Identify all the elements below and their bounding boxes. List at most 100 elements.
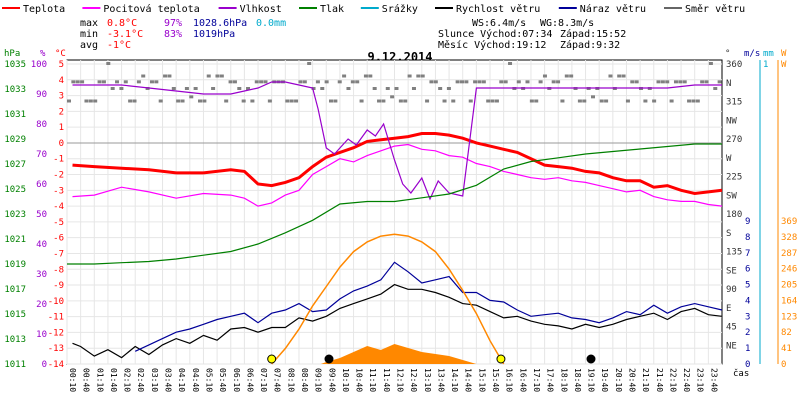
ms-tick-label: 1 <box>745 344 750 354</box>
w-top-label: W <box>781 60 787 70</box>
wind-direction-mark <box>237 87 242 90</box>
wind-direction-mark <box>503 80 508 84</box>
pct-axis-label: % <box>40 49 46 59</box>
solar-area <box>320 344 477 364</box>
x-tick-label: 20:40 <box>627 368 636 392</box>
wind-direction-mark <box>682 80 687 84</box>
wind-direction-mark <box>700 80 705 84</box>
wind-direction-mark <box>442 99 447 103</box>
wind-direction-mark <box>184 87 189 90</box>
wind-direction-mark <box>302 80 307 84</box>
pct-tick-label: 60 <box>36 180 47 190</box>
wind-direction-mark <box>617 74 622 78</box>
ms-tick-label: 5 <box>745 281 750 291</box>
pct-tick-label: 10 <box>36 330 47 340</box>
x-tick-label: 15:10 <box>477 368 486 392</box>
direction-tick-label: SE <box>726 266 737 276</box>
wind-direction-mark <box>346 87 351 90</box>
x-tick-label: 02:10 <box>123 368 132 392</box>
stat-temp: -3.1°C <box>107 29 143 40</box>
wind-direction-mark <box>691 99 696 103</box>
wind-direction-mark <box>145 87 150 90</box>
legend-label: Tlak <box>320 4 344 15</box>
x-tick-label: 09:40 <box>327 368 336 392</box>
wind-direction-mark <box>128 99 133 103</box>
hpa-tick-label: 1015 <box>4 310 26 320</box>
wind-direction-mark <box>198 99 202 103</box>
wind-direction-mark <box>673 80 678 84</box>
wind-direction-mark <box>224 99 229 103</box>
stat-rain: 0.0mm <box>256 18 286 29</box>
wind-direction-mark <box>75 80 80 84</box>
wind-direction-mark <box>320 87 325 90</box>
wind-direction-mark <box>468 99 473 103</box>
wind-direction-mark <box>84 99 89 103</box>
hpa-tick-label: 1029 <box>4 135 26 145</box>
wind-direction-mark <box>110 87 115 90</box>
wind-direction-mark <box>451 99 456 103</box>
wind-direction-mark <box>119 87 124 90</box>
wind-direction-mark <box>630 80 635 84</box>
ms-tick-label: 4 <box>745 296 750 306</box>
wind-direction-mark <box>625 99 630 103</box>
plot-area <box>66 59 723 365</box>
pct-tick-label: 30 <box>36 270 47 280</box>
hpa-tick-label: 1025 <box>4 185 26 195</box>
wind-direction-mark <box>329 99 333 103</box>
legend-label: Rychlost větru <box>456 3 540 15</box>
wind-direction-mark <box>608 74 613 78</box>
wind-direction-mark <box>669 99 674 103</box>
stat-label: avg <box>80 40 98 51</box>
direction-tick-label: NE <box>726 341 737 351</box>
wind-direction-mark <box>232 80 237 84</box>
wind-direction-mark <box>115 80 120 84</box>
w-tick-label: 0 <box>781 360 786 370</box>
wind-direction-mark <box>687 99 692 103</box>
w-tick-label: 328 <box>781 233 797 243</box>
wind-direction-mark <box>180 99 185 103</box>
wind-direction-mark <box>311 87 316 90</box>
hpa-tick-label: 1011 <box>4 360 26 370</box>
ms-tick-label: 7 <box>745 249 750 259</box>
wind-direction-mark <box>411 87 416 90</box>
series-line-tlak <box>67 143 722 265</box>
temp-tick-label: -6 <box>53 234 64 244</box>
direction-tick-label: E <box>726 304 731 314</box>
wind-direction-mark <box>516 80 521 84</box>
wind-direction-mark <box>315 80 320 84</box>
wind-direction-mark <box>97 80 102 84</box>
wind-direction-mark <box>289 99 294 103</box>
hpa-tick-label: 1023 <box>4 210 26 220</box>
legend-label: Směr větru <box>685 3 745 15</box>
ms-tick-label: 6 <box>745 265 750 275</box>
temp-tick-label: 5 <box>59 60 64 70</box>
x-tick-label: 23:10 <box>696 368 705 392</box>
wind-direction-mark <box>193 87 198 90</box>
wind-direction-mark <box>88 99 93 103</box>
x-tick-label: 04:40 <box>191 368 200 392</box>
wind-direction-mark <box>136 80 141 84</box>
temp-tick-label: 0 <box>59 139 64 149</box>
temp-tick-label: 2 <box>59 107 64 117</box>
info-ws: WS:6.4m/s <box>472 18 526 29</box>
wind-direction-mark <box>206 74 211 78</box>
wind-direction-mark <box>390 95 395 99</box>
wind-direction-mark <box>337 80 342 84</box>
x-tick-label: 16:40 <box>518 368 527 392</box>
x-tick-label: 22:40 <box>682 368 691 392</box>
x-tick-label: 07:10 <box>259 368 268 392</box>
direction-tick-label: 270 <box>726 135 742 145</box>
wind-direction-mark <box>219 74 224 78</box>
w-tick-label: 369 <box>781 217 797 227</box>
stat-label: min <box>80 29 98 40</box>
wind-direction-mark <box>425 99 430 103</box>
hpa-tick-label: 1035 <box>4 60 26 70</box>
axes: 1035103310311029102710251023102110191017… <box>4 49 797 392</box>
wind-direction-mark <box>267 99 272 103</box>
wind-direction-mark <box>171 87 176 90</box>
wind-direction-mark <box>163 74 168 78</box>
wind-direction-mark <box>599 99 604 103</box>
wind-direction-mark <box>132 99 137 103</box>
x-tick-label: 08:40 <box>300 368 309 392</box>
